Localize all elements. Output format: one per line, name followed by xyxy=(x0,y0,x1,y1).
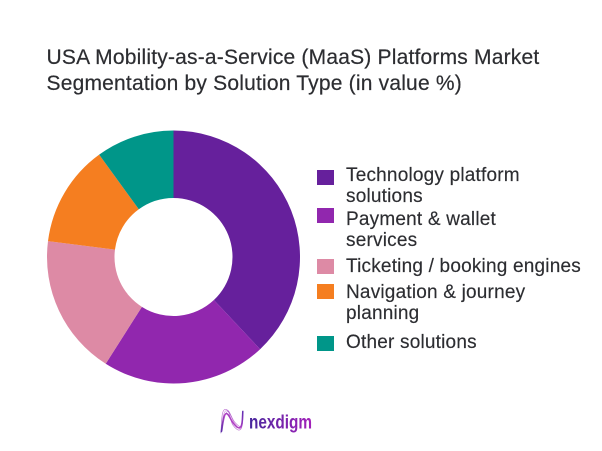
svg-text:nexdigm: nexdigm xyxy=(249,413,312,434)
